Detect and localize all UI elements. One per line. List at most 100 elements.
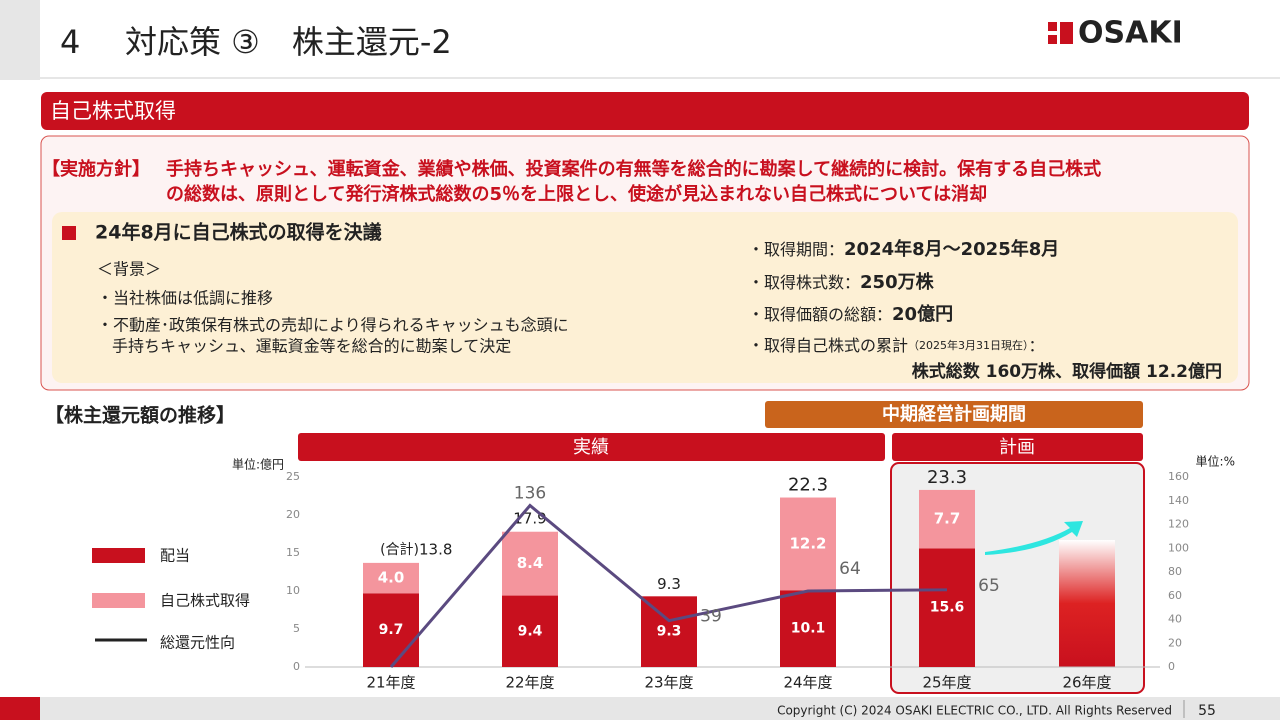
bar-label: 9.4 xyxy=(518,623,543,639)
logo-mark xyxy=(1048,35,1057,44)
plan-bar xyxy=(892,433,1143,461)
bullet: 手持ちキャッシュ、運転資金等を総合的に勘案して決定 xyxy=(112,337,511,356)
y-tick-label: 0 xyxy=(293,660,300,673)
bar-label: 12.2 xyxy=(789,534,826,552)
section-bar xyxy=(41,92,1249,130)
bar-label: 8.4 xyxy=(517,554,544,572)
y2-tick-label: 120 xyxy=(1168,518,1189,531)
x-tick-label: 23年度 xyxy=(644,674,693,692)
footer-bar xyxy=(0,697,1280,720)
total-label: 23.3 xyxy=(927,467,967,488)
bar-buyback xyxy=(919,489,975,549)
y-tick-label: 5 xyxy=(293,622,300,635)
detail-value: 2024年8月～2025年8月 xyxy=(844,238,1059,260)
y-tick-label: 15 xyxy=(286,546,300,559)
x-tick-label: 22年度 xyxy=(505,674,554,692)
section-title: 自己株式取得 xyxy=(50,99,176,123)
copyright: Copyright (C) 2024 OSAKI ELECTRIC CO., L… xyxy=(777,704,1172,718)
legend-label: 総還元性向 xyxy=(160,634,235,652)
y2-tick-label: 100 xyxy=(1168,541,1189,554)
total-label: 13.8 xyxy=(419,541,452,559)
y-tick-label: 10 xyxy=(286,584,300,597)
plan-bar-decoration xyxy=(1059,540,1115,667)
y2-tick-label: 160 xyxy=(1168,470,1189,483)
y2-tick-label: 140 xyxy=(1168,494,1189,507)
total-prefix: (合計) xyxy=(380,542,419,558)
chart-title: 【株主還元額の推移】 xyxy=(45,404,235,427)
bar-dividend xyxy=(363,593,419,667)
y2-unit: 単位:% xyxy=(1196,454,1235,469)
legend-swatch xyxy=(92,593,145,608)
bar-label: 7.7 xyxy=(934,510,961,528)
section-number: 4 xyxy=(60,23,80,61)
period-bar xyxy=(765,401,1143,428)
bar-label: 10.1 xyxy=(791,621,826,637)
line-payout xyxy=(389,503,948,668)
detail-label: ・取得価額の総額： xyxy=(748,305,892,324)
policy-label: 【実施方針】 xyxy=(42,158,150,180)
bar-dividend xyxy=(919,548,975,667)
legend-label: 自己株式取得 xyxy=(160,592,250,610)
y-tick-label: 20 xyxy=(286,508,300,521)
line-label: 39 xyxy=(700,607,722,627)
bar-buyback xyxy=(780,497,836,591)
x-tick-label: 26年度 xyxy=(1062,674,1111,692)
bar-label: 4.0 xyxy=(378,569,405,587)
actual-label: 実績 xyxy=(573,437,609,458)
bar-buyback xyxy=(502,531,558,596)
bullet: ・不動産･政策保有株式の売却により得られるキャッシュも念頭に xyxy=(97,316,569,335)
detail-label: ・取得期間： xyxy=(748,240,844,259)
chart: 0 5 10 15 20 25 0 20 40 60 80 100 120 140 160 21年度 22年度 2… xyxy=(92,467,1189,692)
detail-value: 250万株 xyxy=(860,271,935,293)
arrow xyxy=(985,521,1083,555)
total-label: 9.3 xyxy=(657,575,681,593)
bar-label: 15.6 xyxy=(930,600,965,616)
bar-label: 9.7 xyxy=(379,622,404,638)
legend-swatch xyxy=(92,548,145,563)
bar-buyback xyxy=(363,562,419,594)
detail: ・取得価額の総額：20億円 xyxy=(748,303,953,325)
x-tick-label: 25年度 xyxy=(922,674,971,692)
bullet-square xyxy=(62,226,76,240)
bar-dividend xyxy=(641,596,697,667)
bar-label: 9.3 xyxy=(657,624,682,640)
actual-bar xyxy=(298,433,885,461)
logo-mark xyxy=(1060,22,1073,44)
detail: ・取得株式数：250万株 xyxy=(748,271,935,293)
policy-text: の総数は、原則として発行済株式総数の5％を上限とし、使途が見込まれない自己株式に… xyxy=(166,183,987,205)
y-unit: 単位:億円 xyxy=(232,457,284,472)
logo-mark xyxy=(1048,22,1057,31)
y2-tick-label: 40 xyxy=(1168,613,1182,626)
corner xyxy=(0,0,40,80)
title: 対応策 ③ 株主還元-2 xyxy=(125,23,452,61)
cumulative: 株式総数 160万株、取得価額 12.2億円 xyxy=(912,361,1222,382)
detail-label: ・取得自己株式の累計 xyxy=(748,336,908,355)
period-label: 中期経営計画期間 xyxy=(882,403,1026,425)
detail-suffix: ： xyxy=(1029,336,1045,355)
box xyxy=(52,212,1238,383)
x-tick-label: 21年度 xyxy=(366,674,415,692)
y2-tick-label: 20 xyxy=(1168,636,1182,649)
y2-tick-label: 80 xyxy=(1168,565,1182,578)
y2-tick-label: 0 xyxy=(1168,660,1175,673)
heading: 24年8月に自己株式の取得を決議 xyxy=(95,221,382,244)
bar-dividend xyxy=(780,590,836,667)
line-label: 136 xyxy=(514,484,546,504)
page-number: 55 xyxy=(1198,703,1216,719)
y2-tick-label: 60 xyxy=(1168,589,1182,602)
detail-value: 20億円 xyxy=(892,303,953,325)
detail: ・取得期間：2024年8月～2025年8月 xyxy=(748,238,1059,260)
plan-label: 計画 xyxy=(999,437,1035,458)
background-label: ＜背景＞ xyxy=(97,260,161,279)
x-tick-label: 24年度 xyxy=(783,674,832,692)
bar-dividend xyxy=(502,595,558,667)
detail-note: （2025年3月31日現在） xyxy=(908,338,1029,352)
logo: OSAKI xyxy=(1078,16,1183,51)
policy-text: 手持ちキャッシュ、運転資金、業績や株価、投資案件の有無等を総合的に勘案して継続的… xyxy=(166,158,1101,180)
line-label: 65 xyxy=(978,576,1000,596)
total-label: 22.3 xyxy=(788,475,828,496)
line-label: 64 xyxy=(839,559,861,579)
bullet: ・当社株価は低調に推移 xyxy=(97,289,273,308)
detail: ・取得自己株式の累計（2025年3月31日現在）： xyxy=(748,336,1045,355)
